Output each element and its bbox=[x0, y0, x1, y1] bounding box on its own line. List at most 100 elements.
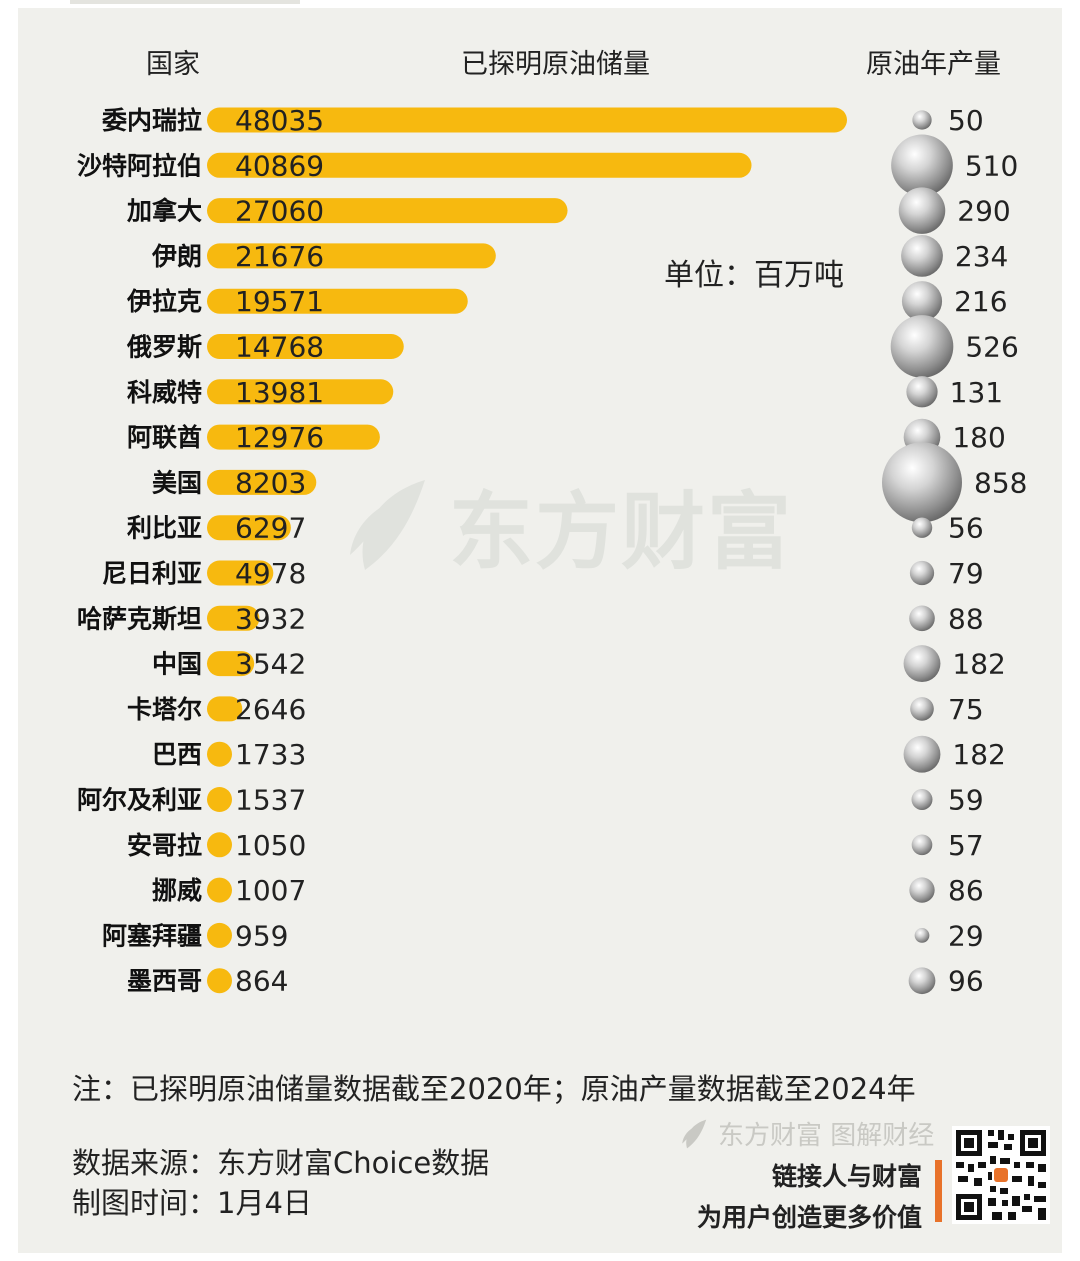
top-frame bbox=[0, 0, 1080, 8]
country-label: 墨西哥 bbox=[127, 967, 202, 996]
country-label: 委内瑞拉 bbox=[101, 106, 202, 135]
country-label: 伊朗 bbox=[151, 242, 202, 271]
header-production: 原油年产量 bbox=[866, 49, 1001, 80]
country-label: 巴西 bbox=[152, 740, 202, 769]
production-bubble bbox=[910, 697, 934, 721]
production-bubble bbox=[901, 235, 943, 277]
production-value-label: 290 bbox=[957, 195, 1010, 228]
reserve-value-label: 27060 bbox=[235, 195, 324, 228]
production-value-label: 182 bbox=[952, 648, 1005, 681]
reserve-value-label: 4978 bbox=[235, 557, 306, 590]
production-value-label: 510 bbox=[965, 149, 1018, 182]
reserve-value-label: 959 bbox=[235, 919, 288, 952]
source-text: 数据来源：东方财富Choice数据 bbox=[72, 1146, 490, 1180]
country-label: 中国 bbox=[152, 650, 202, 679]
country-label: 俄罗斯 bbox=[126, 333, 202, 362]
production-value-label: 858 bbox=[974, 466, 1027, 499]
country-label: 挪威 bbox=[152, 876, 202, 905]
made-time-text: 制图时间：1月4日 bbox=[72, 1186, 312, 1220]
production-value-label: 96 bbox=[948, 965, 984, 998]
reserve-bar bbox=[207, 832, 232, 858]
country-label: 安哥拉 bbox=[127, 831, 202, 860]
chart: 委内瑞拉 48035 50 沙特阿拉伯 40869 510 加拿大 27060 290 伊朗 216… bbox=[77, 104, 1027, 998]
production-value-label: 50 bbox=[948, 104, 984, 137]
production-bubble bbox=[882, 442, 962, 523]
reserve-value-label: 3932 bbox=[235, 602, 306, 635]
production-bubble bbox=[903, 645, 941, 683]
production-bubble bbox=[903, 735, 941, 773]
reserve-value-label: 19571 bbox=[235, 285, 324, 318]
reserve-bar bbox=[207, 107, 847, 133]
production-value-label: 234 bbox=[955, 240, 1008, 273]
watermark: 东方财富 bbox=[345, 470, 815, 581]
brand-subtitle: 东方财富 图解财经 bbox=[680, 1115, 934, 1152]
production-value-label: 131 bbox=[950, 376, 1003, 409]
reserve-value-label: 1007 bbox=[235, 874, 306, 907]
reserve-bar bbox=[207, 787, 232, 812]
production-value-label: 75 bbox=[948, 693, 984, 726]
production-bubble bbox=[898, 187, 946, 234]
header-country: 国家 bbox=[146, 49, 200, 80]
production-value-label: 57 bbox=[948, 829, 984, 862]
left-frame bbox=[0, 0, 18, 1261]
production-value-label: 86 bbox=[948, 874, 984, 907]
reserve-bar bbox=[207, 243, 496, 269]
header-reserves: 已探明原油储量 bbox=[461, 49, 650, 80]
reserve-value-label: 1537 bbox=[235, 784, 306, 817]
production-value-label: 526 bbox=[965, 331, 1018, 364]
reserve-bar bbox=[207, 696, 243, 722]
reserve-bar bbox=[207, 334, 404, 359]
reserve-bar bbox=[207, 605, 260, 631]
leaf-logo-icon bbox=[350, 480, 425, 570]
country-label: 阿联酋 bbox=[127, 423, 202, 452]
country-label: 哈萨克斯坦 bbox=[77, 604, 202, 633]
bottom-frame bbox=[0, 1253, 1080, 1261]
note-text: 注：已探明原油储量数据截至2020年；原油产量数据截至2024年 bbox=[72, 1072, 916, 1106]
production-value-label: 180 bbox=[952, 421, 1005, 454]
country-label: 卡塔尔 bbox=[127, 695, 202, 724]
country-label: 科威特 bbox=[127, 378, 202, 407]
reserve-value-label: 14768 bbox=[235, 331, 324, 364]
reserve-bar bbox=[207, 560, 274, 586]
production-bubble bbox=[890, 315, 954, 378]
right-frame bbox=[1062, 0, 1080, 1261]
production-bubble bbox=[911, 834, 933, 856]
reserve-bar bbox=[207, 424, 380, 450]
reserve-value-label: 2646 bbox=[235, 693, 306, 726]
production-bubble bbox=[906, 376, 938, 408]
production-bubble bbox=[908, 967, 936, 995]
reserve-value-label: 3542 bbox=[235, 648, 306, 681]
country-label: 美国 bbox=[152, 468, 202, 497]
reserve-bar bbox=[207, 469, 317, 495]
slogan-line-1: 链接人与财富 bbox=[771, 1162, 922, 1191]
reserve-bar bbox=[207, 152, 752, 178]
reserve-value-label: 6297 bbox=[235, 512, 306, 545]
production-bubble bbox=[901, 281, 943, 322]
production-bubble bbox=[891, 134, 953, 197]
production-bubble bbox=[914, 928, 930, 943]
production-value-label: 182 bbox=[952, 738, 1005, 771]
reserve-value-label: 21676 bbox=[235, 240, 324, 273]
production-value-label: 216 bbox=[954, 285, 1007, 318]
production-value-label: 59 bbox=[948, 784, 984, 817]
reserve-value-label: 40869 bbox=[235, 149, 324, 182]
reserve-bar bbox=[207, 922, 232, 948]
production-value-label: 79 bbox=[948, 557, 984, 590]
reserve-bar bbox=[207, 741, 232, 767]
reserve-bar bbox=[207, 968, 232, 994]
qr-code-icon bbox=[952, 1126, 1050, 1224]
reserve-bar bbox=[207, 877, 232, 903]
production-bubble bbox=[909, 877, 935, 903]
country-label: 沙特阿拉伯 bbox=[77, 151, 202, 180]
brand-subtitle-text: 东方财富 图解财经 bbox=[718, 1121, 935, 1151]
country-label: 尼日利亚 bbox=[102, 559, 202, 588]
country-label: 加拿大 bbox=[126, 197, 202, 226]
reserve-bar bbox=[207, 379, 394, 405]
production-bubble bbox=[911, 517, 933, 538]
reserve-value-label: 13981 bbox=[235, 376, 324, 409]
accent-bar bbox=[935, 1160, 942, 1222]
production-bubble bbox=[909, 605, 935, 632]
reserve-value-label: 12976 bbox=[235, 421, 324, 454]
slogan-line-2: 为用户创造更多价值 bbox=[696, 1203, 922, 1232]
leaf-logo-icon bbox=[682, 1119, 707, 1148]
